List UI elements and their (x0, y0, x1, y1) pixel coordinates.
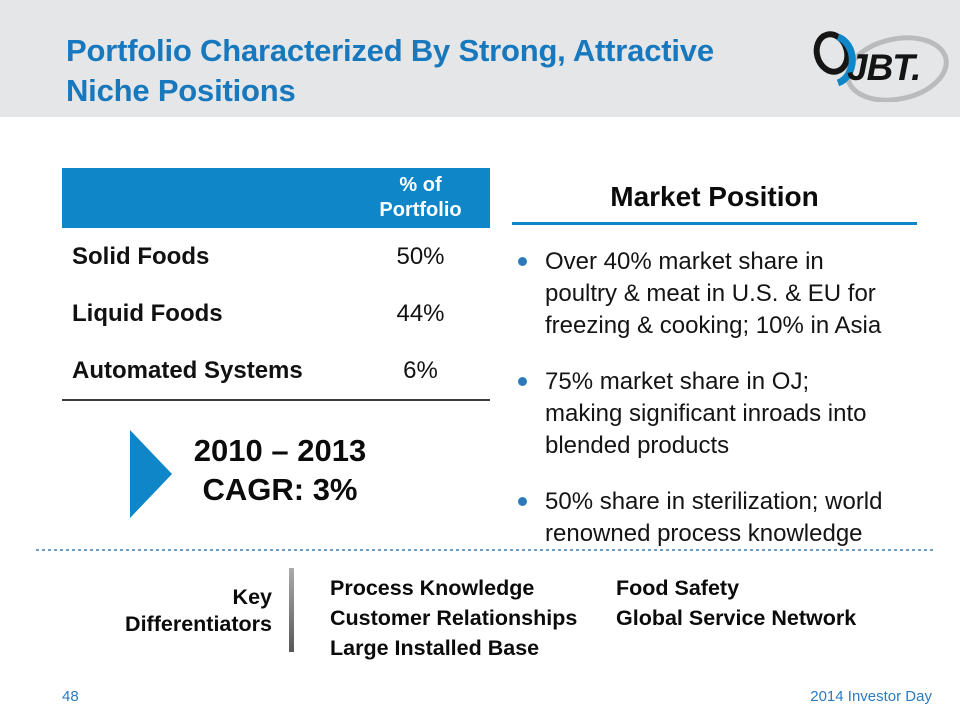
row-value: 6% (403, 356, 438, 384)
table-header: % of Portfolio (62, 168, 490, 228)
row-label: Solid Foods (72, 242, 210, 270)
logo-text: JBT. (847, 47, 920, 88)
table-body: Solid Foods 50% Liquid Foods 44% Automat… (62, 228, 490, 401)
bullet-item: 75% market share in OJ; making significa… (512, 366, 884, 462)
slide-header-band: Portfolio Characterized By Strong, Attra… (0, 0, 960, 117)
row-label: Automated Systems (72, 356, 303, 384)
cagr-value: CAGR: 3% (202, 472, 358, 507)
footer-event-name: 2014 Investor Day (810, 688, 932, 705)
heading-underline (512, 222, 917, 225)
table-row: Solid Foods 50% (62, 228, 490, 285)
row-value: 44% (396, 299, 445, 327)
market-position-heading: Market Position (610, 181, 819, 212)
page-title: Portfolio Characterized By Strong, Attra… (66, 33, 714, 108)
market-position-bullets: Over 40% market share in poultry & meat … (512, 246, 884, 574)
row-label: Liquid Foods (72, 299, 223, 327)
row-value: 50% (396, 242, 445, 270)
differentiators-column-2: Food Safety Global Service Network (616, 573, 856, 633)
bullet-item: 50% share in sterilization; world renown… (512, 486, 884, 550)
cagr-arrow-icon (130, 430, 172, 518)
vertical-divider-bar (289, 568, 294, 652)
differentiator-item: Global Service Network (616, 606, 857, 630)
jbt-logo: JBT. (813, 31, 949, 102)
portfolio-table: % of Portfolio Solid Foods 50% Liquid Fo… (62, 168, 490, 401)
cagr-callout: 2010 – 2013 CAGR: 3% (180, 431, 380, 509)
differentiator-item: Process Knowledge (330, 576, 535, 600)
logo-black-ring-icon (813, 31, 851, 75)
differentiators-column-1: Process Knowledge Customer Relationships L… (330, 573, 577, 663)
footer-page-number: 48 (62, 688, 79, 705)
cagr-period: 2010 – 2013 (193, 433, 367, 468)
table-row: Automated Systems 6% (62, 342, 490, 399)
differentiator-item: Food Safety (616, 576, 740, 600)
logo-blue-swoosh-icon (836, 33, 856, 87)
table-header-label: % of Portfolio (379, 174, 462, 221)
dashed-divider (36, 549, 935, 551)
differentiator-item: Customer Relationships (330, 606, 578, 630)
bullet-item: Over 40% market share in poultry & meat … (512, 246, 884, 342)
key-differentiators-label: Key Differentiators (125, 585, 272, 636)
table-row: Liquid Foods 44% (62, 285, 490, 342)
differentiator-item: Large Installed Base (330, 636, 540, 660)
